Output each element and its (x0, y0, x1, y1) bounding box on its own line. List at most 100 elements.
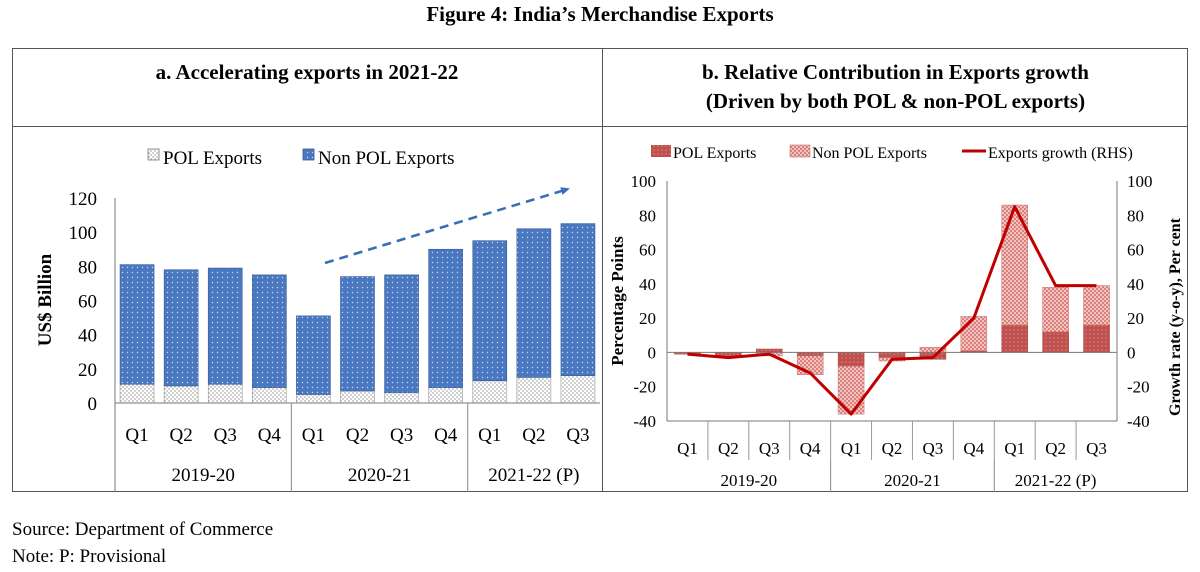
x-tick-label: Q3 (214, 425, 237, 446)
panel-divider (602, 48, 603, 492)
chart-b-growth-line (687, 205, 1097, 416)
y-tick-label: 40 (78, 326, 97, 347)
y2-tick-label: 20 (1127, 309, 1144, 328)
chart-b-bars (674, 204, 1110, 415)
x-tick-label: Q4 (963, 439, 984, 458)
series-line-growth (687, 205, 1097, 416)
chart-b-y-ticks: -40 -20 0 20 40 60 80 100 (631, 172, 657, 431)
y-tick-label: 20 (78, 360, 97, 381)
bar-segment (796, 352, 824, 357)
x-tick-label: Q3 (566, 425, 589, 446)
x-tick-label: Q1 (478, 425, 501, 446)
y-tick-label: 120 (69, 189, 98, 210)
group-label: 2021-22 (P) (1015, 471, 1097, 490)
y-tick-label: 80 (78, 257, 97, 278)
bar-segment (428, 248, 463, 388)
header-divider (12, 126, 1188, 127)
chart-a-axis: Q1 Q2 Q3 Q4 Q1 Q2 Q3 Q4 Q1 Q2 Q3 2019-20 2020-21 2021… (114, 198, 600, 492)
bar-segment (1083, 324, 1110, 353)
bar-segment (119, 264, 155, 385)
legend-swatch-nonpol (302, 148, 315, 161)
bar-segment (837, 352, 865, 367)
y-tick-label: 80 (639, 206, 656, 225)
bar-segment (756, 348, 783, 353)
x-tick-label: Q2 (882, 439, 903, 458)
y2-tick-label: 40 (1127, 275, 1144, 294)
bar-segment (1042, 331, 1069, 353)
chart-b-y-axis-label: Percentage Points (608, 236, 627, 366)
y-tick-label: 40 (639, 275, 656, 294)
x-tick-label: Q1 (1004, 439, 1025, 458)
bar-segment (1001, 324, 1028, 353)
bar-segment (296, 315, 331, 395)
figure-frame (12, 48, 1188, 492)
group-label: 2021-22 (P) (488, 465, 579, 486)
panel-b-subtitle-text: (Driven by both POL & non-POL exports) (705, 89, 1086, 113)
y2-tick-label: -20 (1127, 378, 1150, 397)
chart-a-bars (119, 223, 596, 404)
x-tick-label: Q1 (302, 425, 325, 446)
figure-title: Figure 4: India’s Merchandise Exports (426, 2, 774, 26)
bar-segment (1083, 285, 1110, 326)
trend-arrow (324, 187, 570, 265)
bar-segment (878, 352, 906, 358)
y-tick-label: -20 (633, 378, 656, 397)
x-tick-label: Q3 (390, 425, 413, 446)
bar-segment (960, 316, 988, 351)
bar-segment (252, 274, 287, 388)
y-tick-label: 100 (69, 223, 98, 244)
bar-segment (560, 375, 596, 404)
legend-swatch-pol (147, 148, 160, 161)
x-tick-label: Q2 (346, 425, 369, 446)
legend-swatch-nonpol (789, 144, 811, 158)
legend-swatch-pol (651, 145, 671, 157)
legend-label-nonpol: Non POL Exports (812, 145, 927, 162)
figure-notes: Source: Department of Commerce Note: P: … (12, 516, 273, 570)
x-tick-label: Q2 (1045, 439, 1066, 458)
chart-a-legend: POL Exports Non POL Exports (147, 148, 455, 169)
x-tick-label: Q1 (841, 439, 862, 458)
panel-a-title: a. Accelerating exports in 2021-22 (12, 58, 602, 87)
group-label: 2019-20 (172, 465, 235, 486)
x-tick-label: Q1 (125, 425, 148, 446)
provisional-note: Note: P: Provisional (12, 546, 167, 567)
panel-b-title: b. Relative Contribution in Exports grow… (603, 58, 1188, 116)
x-tick-label: Q4 (434, 425, 458, 446)
chart-a-y-ticks: 0 20 40 60 80 100 120 (69, 189, 98, 415)
y-tick-label: 0 (88, 394, 98, 415)
y-tick-label: 0 (648, 343, 657, 362)
chart-b-legend: POL Exports Non POL Exports Exports grow… (651, 144, 1133, 162)
x-tick-label: Q2 (522, 425, 545, 446)
group-label: 2020-21 (348, 465, 411, 486)
source-note: Source: Department of Commerce (12, 519, 274, 540)
legend-label-growth: Exports growth (RHS) (988, 145, 1133, 162)
x-tick-label: Q1 (677, 439, 698, 458)
y-tick-label: 60 (78, 292, 97, 313)
y-tick-label: -40 (633, 412, 656, 431)
y2-tick-label: 100 (1127, 172, 1153, 191)
panel-b-title-text: b. Relative Contribution in Exports grow… (702, 60, 1089, 84)
chart-a-y-axis-label: US$ Billion (35, 253, 56, 346)
legend-label-pol: POL Exports (163, 148, 262, 169)
x-tick-label: Q3 (923, 439, 944, 458)
bar-segment (1042, 287, 1069, 333)
x-tick-label: Q3 (759, 439, 780, 458)
y2-tick-label: 60 (1127, 241, 1144, 260)
panel-a-title-text: a. Accelerating exports in 2021-22 (155, 60, 459, 84)
bar-segment (516, 228, 552, 378)
chart-b-y2-ticks: -40 -20 0 20 40 60 80 100 (1127, 172, 1153, 431)
y2-tick-label: -40 (1127, 412, 1150, 431)
bar-segment (516, 377, 552, 404)
group-label: 2019-20 (720, 471, 777, 490)
bar-segment (560, 223, 596, 376)
x-tick-label: Q2 (718, 439, 739, 458)
y2-tick-label: 0 (1127, 343, 1136, 362)
bar-segment (207, 267, 243, 385)
y-tick-label: 60 (639, 241, 656, 260)
chart-a: POL Exports Non POL Exports US$ Billion … (35, 148, 600, 492)
legend-label-nonpol: Non POL Exports (318, 148, 455, 169)
bar-segment (472, 240, 508, 382)
bar-segment (163, 269, 199, 387)
legend-label-pol: POL Exports (673, 145, 756, 162)
